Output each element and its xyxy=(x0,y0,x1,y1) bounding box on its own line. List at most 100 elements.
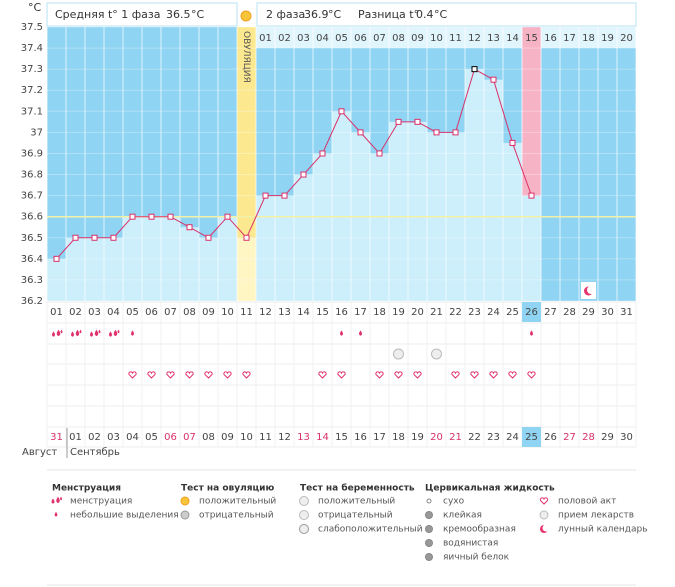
date: 28 xyxy=(582,432,595,443)
phase1-value: 36.5 xyxy=(166,8,191,21)
legend-item: яичный белок xyxy=(443,553,510,563)
legend-item: слабоположительный xyxy=(318,525,423,535)
temperature-point xyxy=(414,118,421,125)
temperature-point xyxy=(167,213,174,220)
phase2-day: 19 xyxy=(601,33,614,44)
date: 05 xyxy=(145,432,158,443)
legend-icon xyxy=(542,524,550,532)
phase2-unit: °C xyxy=(328,8,342,21)
phase2-cell xyxy=(465,27,484,48)
ovulation-label: ОВУЛЯЦИЯ xyxy=(241,31,251,83)
cycle-day: 21 xyxy=(430,307,443,318)
y-tick-label: 37.2 xyxy=(21,85,43,96)
phase2-cell xyxy=(256,27,275,48)
bar xyxy=(275,195,294,301)
phase2-cell xyxy=(446,27,465,48)
heart-icon xyxy=(318,371,327,379)
temperature-point xyxy=(452,129,459,136)
cycle-day: 01 xyxy=(50,307,63,318)
legend-item: менструация xyxy=(70,497,132,507)
phase2-day: 04 xyxy=(316,33,329,44)
y-tick-label: 36.5 xyxy=(21,233,43,244)
cycle-day: 25 xyxy=(506,307,519,318)
temperature-point xyxy=(376,150,383,157)
phase2-cell xyxy=(541,27,560,48)
bar xyxy=(313,153,332,301)
heart-icon xyxy=(166,371,175,379)
drop-icon xyxy=(359,330,362,336)
y-tick-label: 37.4 xyxy=(21,43,43,54)
drop-icon xyxy=(75,329,80,337)
drop-icon xyxy=(98,329,101,334)
drop-icon xyxy=(131,330,134,336)
temperature-point xyxy=(433,129,440,136)
heart-icon xyxy=(204,371,213,379)
heart-icon xyxy=(128,371,137,379)
temperature-point xyxy=(205,234,212,241)
phase2-day: 13 xyxy=(487,33,500,44)
heart-icon xyxy=(185,371,194,379)
today-cell xyxy=(522,302,541,322)
date: 26 xyxy=(544,432,557,443)
legend-item: водянистая xyxy=(443,539,498,549)
heart-icon xyxy=(451,371,460,379)
test-icon xyxy=(431,348,442,360)
legend-item: положительный xyxy=(199,497,276,507)
temperature-point xyxy=(395,118,402,125)
cycle-day: 20 xyxy=(411,307,424,318)
bar xyxy=(180,227,199,301)
date: 07 xyxy=(183,432,196,443)
cycle-day: 08 xyxy=(183,307,196,318)
legend-item: отрицательный xyxy=(318,511,393,521)
phase2-day: 01 xyxy=(259,33,272,44)
y-tick-label: 36.4 xyxy=(21,254,43,265)
phase2-cell xyxy=(370,27,389,48)
drop-icon xyxy=(94,329,99,337)
y-tick-label: 36.8 xyxy=(21,170,43,181)
legend-icon xyxy=(180,510,190,520)
legend-icon xyxy=(425,511,433,519)
bar xyxy=(85,237,104,301)
phase1-label: Средняя t° 1 фаза xyxy=(55,8,161,21)
temperature-point xyxy=(110,234,117,241)
legend-icon xyxy=(539,510,549,520)
cycle-day: 26 xyxy=(525,307,538,318)
date: 06 xyxy=(164,432,177,443)
cycle-day: 28 xyxy=(563,307,576,318)
phase2-cell xyxy=(332,27,351,48)
heart-icon xyxy=(413,371,422,379)
legend-title: Тест на беременность xyxy=(300,483,415,494)
heart-icon xyxy=(527,371,536,379)
phase1-box xyxy=(46,2,238,27)
phase2-day: 05 xyxy=(335,33,348,44)
moon-cut xyxy=(587,286,595,294)
date: 04 xyxy=(126,432,139,443)
y-tick-label: 36.2 xyxy=(21,296,43,307)
test-icon xyxy=(393,348,404,360)
phase2-cell xyxy=(275,27,294,48)
phase2-cell xyxy=(579,27,598,48)
date: 22 xyxy=(468,432,481,443)
cycle-day: 24 xyxy=(487,307,500,318)
cycle-day: 03 xyxy=(88,307,101,318)
heart-icon xyxy=(337,371,346,379)
cycle-day: 07 xyxy=(164,307,177,318)
month: Август xyxy=(22,447,57,458)
bar xyxy=(465,69,484,302)
bar xyxy=(389,121,408,301)
phase2-cell xyxy=(408,27,427,48)
difference-unit: °C xyxy=(434,8,448,21)
phase2-day: 18 xyxy=(582,33,595,44)
legend-item: лунный календарь xyxy=(558,525,648,535)
legend-icon xyxy=(299,524,309,534)
temperature-point xyxy=(53,255,60,262)
legend-icon xyxy=(299,510,309,520)
phase2-cell xyxy=(484,27,503,48)
date: 25 xyxy=(525,432,538,443)
difference-label: Разница t° xyxy=(358,8,419,21)
legend-icon xyxy=(299,496,309,506)
legend-icon xyxy=(425,553,433,561)
date: 14 xyxy=(316,432,329,443)
cycle-day: 11 xyxy=(240,307,253,318)
legend-title: Цервикальная жидкость xyxy=(425,484,555,494)
